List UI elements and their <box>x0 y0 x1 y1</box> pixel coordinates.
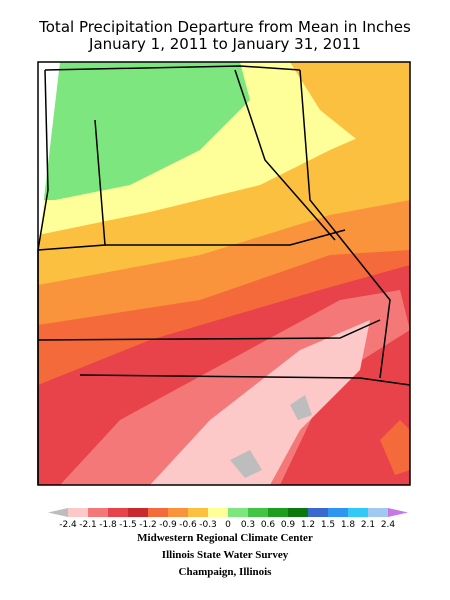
legend-label: -0.6 <box>179 520 197 530</box>
map-title: Total Precipitation Departure from Mean … <box>38 18 411 36</box>
credit-line: Champaign, Illinois <box>179 566 273 578</box>
legend-swatch <box>328 508 348 517</box>
legend-label: 0.9 <box>281 520 296 530</box>
legend-label: 0.6 <box>261 520 276 530</box>
legend-label: -1.8 <box>99 520 117 530</box>
legend-label: 2.4 <box>381 520 396 530</box>
legend-label: 1.2 <box>301 520 315 530</box>
legend-swatch <box>68 508 88 517</box>
legend-swatch <box>108 508 128 517</box>
legend-swatch <box>268 508 288 517</box>
legend-label: 0 <box>225 520 231 530</box>
legend-swatch <box>308 508 328 517</box>
legend-label: 2.1 <box>361 520 375 530</box>
legend-swatch <box>208 508 228 517</box>
legend-swatch <box>228 508 248 517</box>
legend-label: -2.4 <box>59 520 77 530</box>
legend-swatch <box>288 508 308 517</box>
legend-label: 0.3 <box>241 520 255 530</box>
legend-label: 1.8 <box>341 520 356 530</box>
legend-arrow <box>388 508 408 517</box>
credit-line: Illinois State Water Survey <box>162 549 289 561</box>
legend-label: -2.1 <box>79 520 97 530</box>
credits: Midwestern Regional Climate Center Illino… <box>137 532 313 578</box>
legend-swatch <box>128 508 148 517</box>
legend-swatch <box>248 508 268 517</box>
legend-label: -1.5 <box>119 520 137 530</box>
legend-swatch <box>148 508 168 517</box>
legend-swatch <box>88 508 108 517</box>
legend-label: -1.2 <box>139 520 157 530</box>
legend-arrow <box>48 508 68 517</box>
legend-label: -0.3 <box>199 520 217 530</box>
legend-swatch <box>348 508 368 517</box>
legend-swatch <box>168 508 188 517</box>
legend: -2.4 -2.1 -1.8 -1.5 -1.2 -0.9 -0.6 -0.3 0 0.3 0.6 0… <box>48 508 408 530</box>
credit-line: Midwestern Regional Climate Center <box>137 532 313 544</box>
legend-label: -0.9 <box>159 520 177 530</box>
map <box>37 61 411 486</box>
legend-label: 1.5 <box>321 520 335 530</box>
legend-swatch <box>188 508 208 517</box>
map-subtitle: January 1, 2011 to January 31, 2011 <box>88 35 361 53</box>
legend-swatch <box>368 508 388 517</box>
